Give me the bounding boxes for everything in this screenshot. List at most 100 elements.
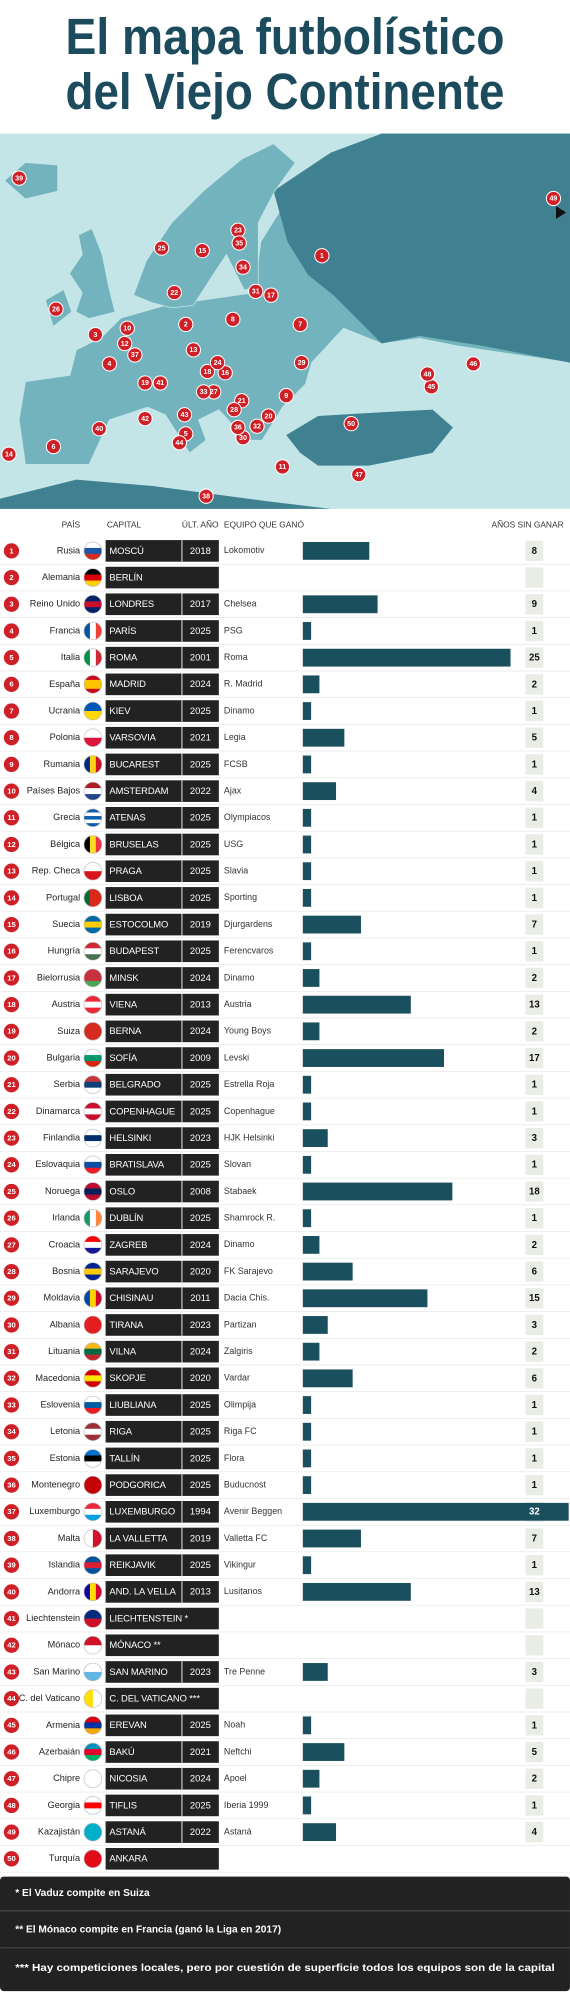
years-bar <box>302 782 337 801</box>
row-number-dot <box>3 1691 20 1707</box>
marker-label: 14 <box>5 450 13 458</box>
row-number: 11 <box>7 813 16 822</box>
team: Dinamo <box>224 972 255 982</box>
map-marker: 33 <box>195 384 212 400</box>
marker-label: 33 <box>200 388 208 396</box>
flag <box>83 1582 102 1601</box>
capital-box <box>105 1474 219 1496</box>
marker-label: 34 <box>239 263 247 271</box>
team: Sporting <box>224 892 257 902</box>
marker-dot <box>87 326 104 343</box>
last-year: 2021 <box>190 732 211 743</box>
table-row: 32 Macedonia SKOPJE 2020 Vardar 6 <box>0 1367 570 1393</box>
row-number-dot <box>3 1183 20 1200</box>
years-cell <box>525 1555 544 1576</box>
marker-dot <box>195 384 212 400</box>
marker-dot <box>260 408 277 424</box>
years-label: 32 <box>529 1507 540 1518</box>
marker-label: 18 <box>203 368 211 376</box>
years-bar <box>302 1182 453 1201</box>
years-label: 3 <box>532 1320 538 1331</box>
years-cell <box>525 1047 544 1069</box>
marker-label: 15 <box>198 247 206 255</box>
map-marker: 1 <box>314 248 330 264</box>
team: Vikingur <box>224 1560 256 1570</box>
row-number-dot <box>3 1717 20 1733</box>
years-bar <box>302 835 312 854</box>
footnote: ** El Mónaco compite en Francia (ganó la… <box>15 1925 281 1936</box>
team: Flora <box>224 1453 244 1463</box>
years-label: 1 <box>532 1453 538 1464</box>
flag <box>83 1849 102 1868</box>
column-header: ÚLT. AÑO <box>182 520 219 530</box>
map-marker: 22 <box>166 284 182 301</box>
last-year: 2024 <box>190 1239 211 1250</box>
flag-border <box>83 915 103 934</box>
marker-dot <box>199 363 216 380</box>
flag <box>83 1663 102 1681</box>
team: Austria <box>224 999 252 1009</box>
capital-box <box>105 1020 219 1043</box>
row-number-dot <box>3 783 20 799</box>
row-number-dot <box>3 836 20 853</box>
row-number: 30 <box>7 1320 15 1329</box>
flag <box>83 1796 102 1815</box>
years-cell <box>525 1341 544 1362</box>
years-bar <box>302 1422 312 1441</box>
map-marker: 7 <box>292 316 308 333</box>
marker-label: 26 <box>52 305 60 313</box>
map-marker: 29 <box>293 354 310 371</box>
years-label: 1 <box>532 1560 538 1571</box>
capital-box <box>105 1847 219 1870</box>
row-number-dot <box>3 1157 20 1173</box>
flag-border <box>83 541 103 561</box>
row-number: 3 <box>9 600 13 609</box>
column-header: AÑOS SIN GANAR <box>491 520 563 530</box>
last-year: 2024 <box>190 1773 211 1784</box>
years-cell <box>525 1261 544 1282</box>
team: Olympiacos <box>224 812 271 822</box>
years-cell <box>525 1821 544 1843</box>
marker-dot <box>194 243 210 259</box>
years-cell <box>525 887 544 909</box>
team: Legia <box>224 732 246 742</box>
flag <box>83 622 102 640</box>
table-row: 50 Turquía ANKARA <box>0 1847 570 1873</box>
map-marker: 41 <box>152 375 168 391</box>
capital: MÓNACO ** <box>109 1639 161 1650</box>
capital-box <box>105 620 219 642</box>
flag-border <box>83 675 103 694</box>
years-label: 1 <box>532 1160 538 1171</box>
capital-box <box>105 1821 219 1843</box>
flag <box>83 995 102 1014</box>
capital-box <box>105 700 219 722</box>
capital-box <box>105 967 219 989</box>
marker-label: 9 <box>284 392 288 400</box>
team: Valletta FC <box>224 1533 268 1543</box>
team: FCSB <box>224 759 248 769</box>
marker-dot <box>465 356 481 372</box>
flag-border <box>83 1369 103 1388</box>
years-cell <box>525 1795 544 1816</box>
country: Croacia <box>49 1239 81 1249</box>
marker-label: 45 <box>427 383 435 391</box>
capital-box <box>105 860 219 883</box>
marker-label: 39 <box>15 174 23 182</box>
row-number: 15 <box>7 920 16 929</box>
marker-label: 48 <box>424 370 432 378</box>
flag-border <box>83 1609 103 1628</box>
row-number-dot <box>3 1771 20 1787</box>
years-label: 1 <box>532 706 538 717</box>
table-row: 22 Dinamarca COPENHAGUE 2025 Copenhague 1 <box>0 1100 570 1126</box>
marker-dot <box>1 446 17 462</box>
years-label: 1 <box>532 1106 538 1117</box>
marker-label: 29 <box>298 359 306 367</box>
years-label: 1 <box>532 893 538 904</box>
row-number: 4 <box>9 626 14 635</box>
row-number: 16 <box>7 947 15 956</box>
footnote: * El Vaduz compite en Suiza <box>15 1888 150 1899</box>
country: Suecia <box>52 919 81 929</box>
map-marker: 3 <box>87 326 104 343</box>
team: Young Boys <box>224 1026 272 1036</box>
table-row: 12 Bélgica BRUSELAS 2025 USG 1 <box>0 833 570 859</box>
